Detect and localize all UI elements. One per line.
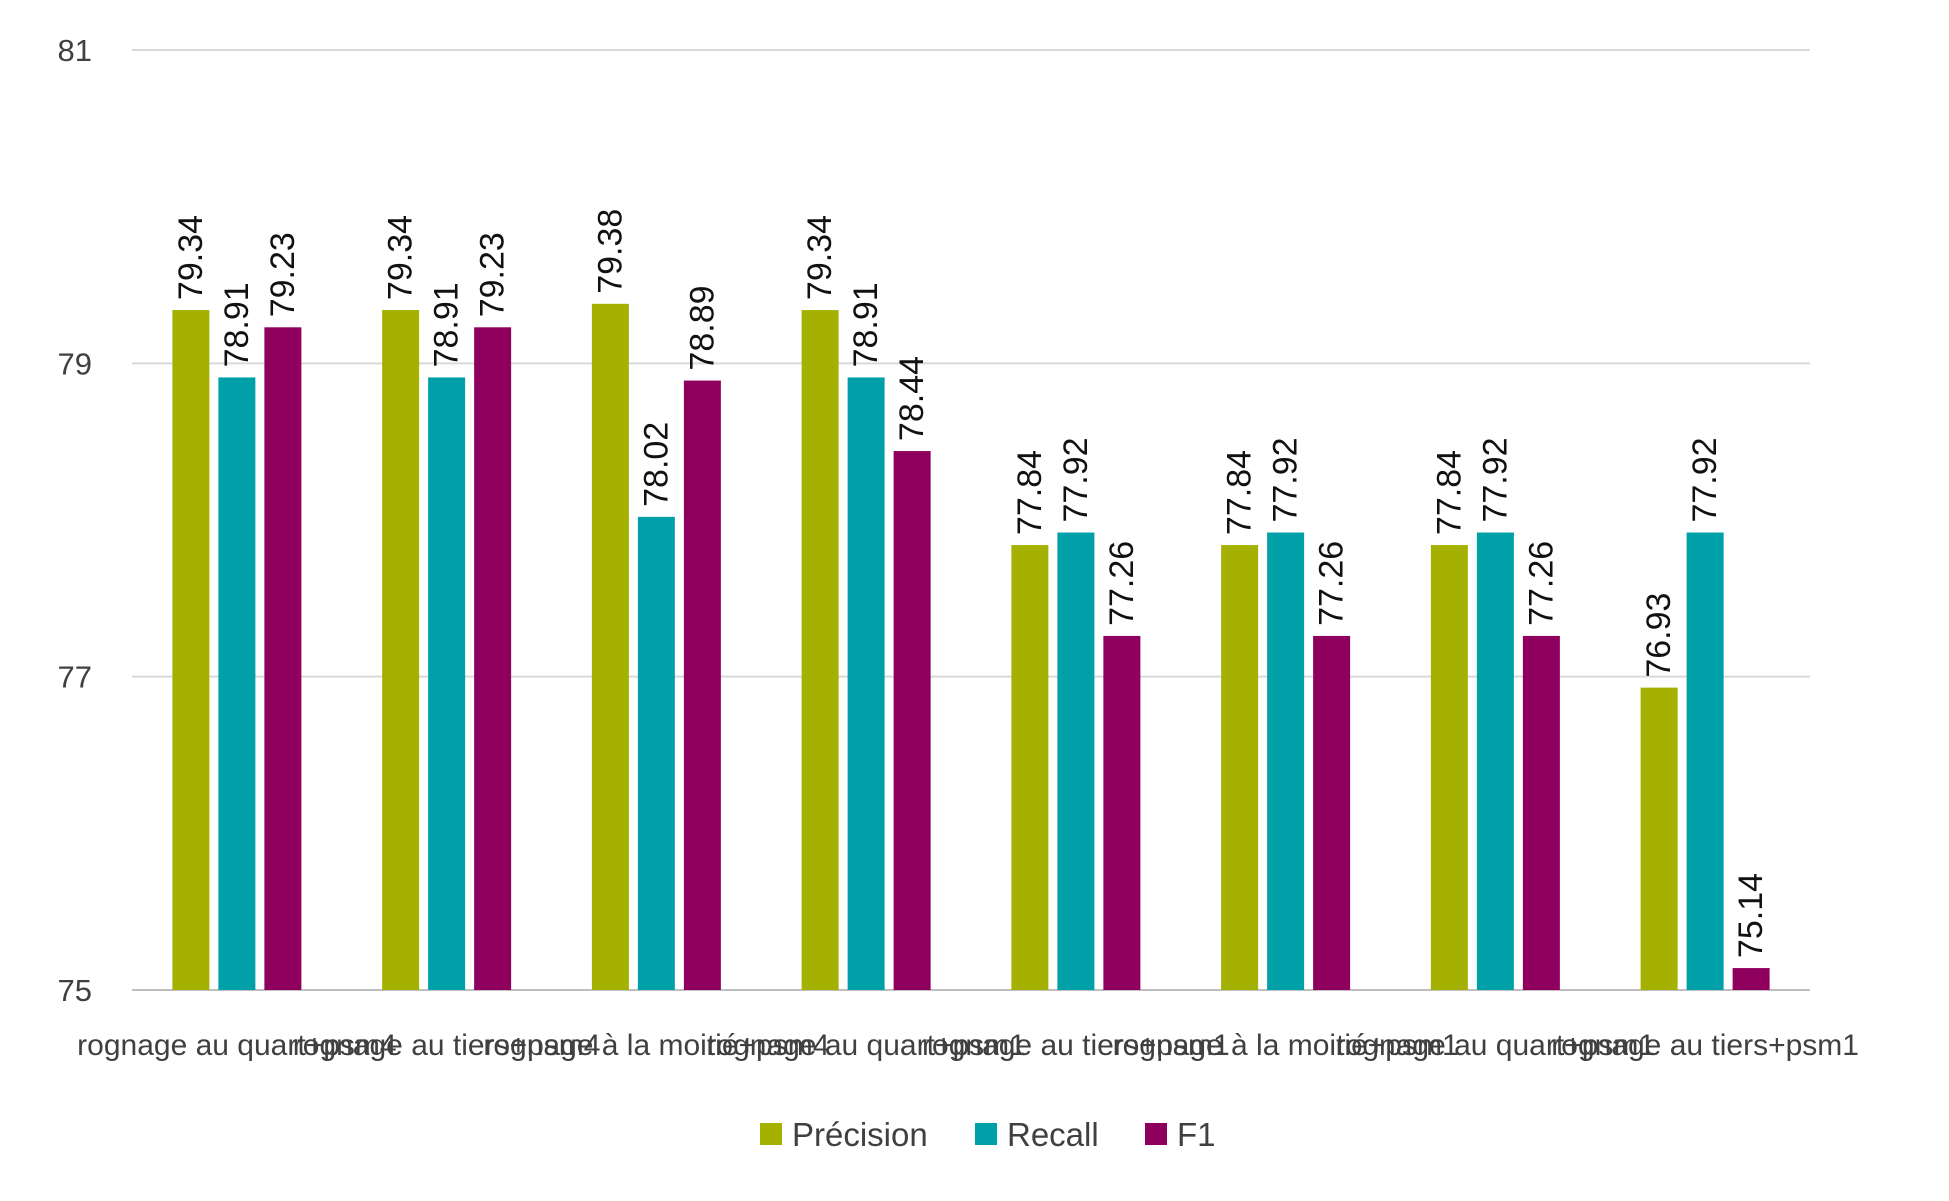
bar-f1 — [1103, 635, 1141, 990]
data-label: 77.84 — [1430, 450, 1468, 535]
data-label: 79.38 — [591, 209, 629, 294]
legend-label: F1 — [1177, 1116, 1216, 1153]
data-label: 75.14 — [1732, 873, 1770, 958]
bars — [172, 303, 1770, 991]
bar-recall — [1476, 532, 1514, 990]
bar-recall — [637, 516, 675, 990]
x-tick-label: rognage au tiers+psm4 — [293, 1029, 601, 1062]
bar-recall — [428, 377, 466, 990]
data-label: 78.91 — [218, 282, 256, 367]
data-label: 79.34 — [172, 215, 210, 300]
legend-label: Recall — [1007, 1116, 1099, 1153]
x-tick-label: rognage au tiers+psm1 — [922, 1029, 1230, 1062]
bar-pr-cision — [801, 310, 839, 991]
bar-recall — [847, 377, 885, 990]
legend-swatch — [1145, 1123, 1167, 1145]
y-tick-label: 79 — [58, 346, 92, 381]
data-label: 77.92 — [1686, 437, 1724, 522]
data-label: 77.84 — [1011, 450, 1049, 535]
y-tick-label: 77 — [58, 660, 92, 695]
data-label: 77.92 — [1057, 437, 1095, 522]
data-label: 78.91 — [428, 282, 466, 367]
bar-pr-cision — [1430, 545, 1468, 990]
bar-f1 — [264, 327, 302, 990]
bar-pr-cision — [172, 310, 210, 991]
data-label: 77.26 — [1522, 541, 1560, 626]
x-tick-label: rognage au quart+psm4 — [77, 1029, 396, 1062]
legend-swatch — [760, 1123, 782, 1145]
data-label: 78.44 — [893, 356, 931, 441]
data-label: 79.23 — [264, 232, 302, 317]
bar-f1 — [1313, 635, 1351, 990]
x-tick-label: rognage au quart+psm1 — [1336, 1029, 1655, 1062]
data-label: 76.93 — [1640, 593, 1678, 678]
bar-pr-cision — [1011, 545, 1049, 990]
x-tick-label: rognage à la moitié+psm1 — [1113, 1029, 1459, 1062]
data-label: 77.26 — [1313, 541, 1351, 626]
data-label: 77.84 — [1221, 450, 1259, 535]
x-tick-label: rognage au quart+psm1 — [706, 1029, 1025, 1062]
bar-f1 — [683, 380, 721, 991]
y-tick-label: 75 — [58, 973, 92, 1008]
y-tick-label: 81 — [58, 33, 92, 68]
data-label: 77.92 — [1267, 437, 1305, 522]
bar-pr-cision — [1221, 545, 1259, 990]
x-tick-label: rognage au tiers+psm1 — [1551, 1029, 1859, 1062]
data-label: 78.89 — [683, 285, 721, 370]
bar-f1 — [893, 451, 931, 991]
bar-recall — [1267, 532, 1305, 990]
legend-swatch — [975, 1123, 997, 1145]
bar-pr-cision — [382, 310, 420, 991]
x-tick-label: rognage à la moitié+psm4 — [483, 1029, 829, 1062]
bar-f1 — [474, 327, 512, 990]
bar-pr-cision — [1640, 687, 1678, 990]
data-label: 77.26 — [1103, 541, 1141, 626]
legend: Précision Recall F1 — [760, 1116, 1216, 1153]
data-labels: 79.34 79.34 79.38 79.34 77.84 77.84 77.84 76.93… — [172, 209, 1770, 958]
bar-recall — [1057, 532, 1095, 990]
data-label: 78.91 — [847, 282, 885, 367]
bar-recall — [1686, 532, 1724, 990]
data-label: 79.34 — [801, 215, 839, 300]
data-label: 78.02 — [637, 422, 675, 507]
data-label: 79.23 — [474, 232, 512, 317]
data-label: 79.34 — [382, 215, 420, 300]
legend-label: Précision — [792, 1116, 928, 1153]
bar-f1 — [1732, 968, 1770, 990]
data-label: 77.92 — [1476, 437, 1514, 522]
bar-recall — [218, 377, 256, 990]
y-axis-ticks: 75 77 79 81 — [58, 33, 92, 1008]
bar-f1 — [1522, 635, 1560, 990]
bar-pr-cision — [591, 303, 629, 990]
